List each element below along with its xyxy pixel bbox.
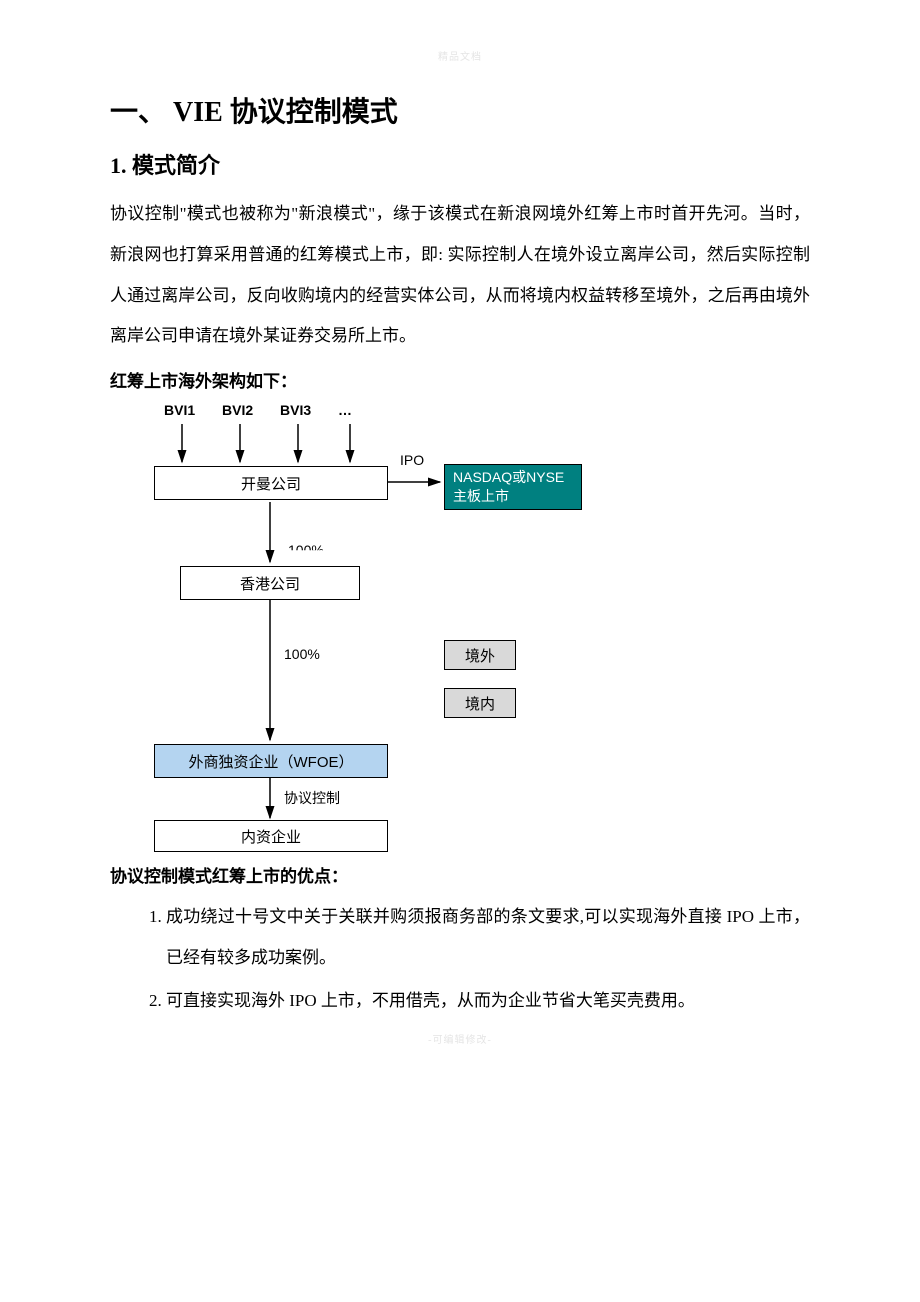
bvi-ellipsis: …	[338, 402, 352, 418]
intro-paragraph: 协议控制"模式也被称为"新浪模式"，缘于该模式在新浪网境外红筹上市时首开先河。当…	[110, 194, 810, 357]
footer-watermark: -可编辑修改-	[0, 1031, 920, 1046]
wfoe-box: 外商独资企业（WFOE）	[154, 744, 388, 778]
domestic-enterprise-box: 内资企业	[154, 820, 388, 852]
advantages-title: 协议控制模式红筹上市的优点：	[110, 862, 810, 887]
nasdaq-box: NASDAQ或NYSE主板上市	[444, 464, 582, 510]
overseas-box: 境外	[444, 640, 516, 670]
cayman-box: 开曼公司	[154, 466, 388, 500]
flowchart-diagram: BVI1 BVI2 BVI3 … 开曼公司 IPO NASDAQ或NYSE主板上…	[140, 402, 660, 852]
advantages-list: 成功绕过十号文中关于关联并购须报商务部的条文要求,可以实现海外直接 IPO 上市…	[110, 897, 810, 1021]
document-page: 精品文档 一、 VIE 协议控制模式 1. 模式简介 协议控制"模式也被称为"新…	[0, 0, 920, 1064]
advantage-item-1: 成功绕过十号文中关于关联并购须报商务部的条文要求,可以实现海外直接 IPO 上市…	[166, 897, 810, 979]
domestic-region-box: 境内	[444, 688, 516, 718]
ipo-label: IPO	[400, 452, 424, 468]
bvi2-label: BVI2	[222, 402, 253, 418]
nasdaq-text: NASDAQ或NYSE主板上市	[453, 468, 564, 507]
advantage-item-2: 可直接实现海外 IPO 上市，不用借壳，从而为企业节省大笔买壳费用。	[166, 981, 810, 1022]
diagram-title: 红筹上市海外架构如下：	[110, 367, 810, 392]
hk-box: 香港公司	[180, 566, 360, 600]
heading-1: 一、 VIE 协议控制模式	[110, 90, 810, 130]
pct2-label: 100%	[284, 646, 320, 662]
header-watermark: 精品文档	[0, 48, 920, 63]
bvi1-label: BVI1	[164, 402, 195, 418]
bvi3-label: BVI3	[280, 402, 311, 418]
heading-2: 1. 模式简介	[110, 148, 810, 180]
control-label: 协议控制	[284, 788, 340, 808]
